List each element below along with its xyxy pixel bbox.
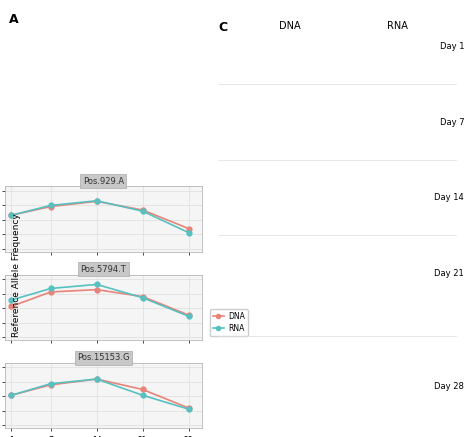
Text: RNA: RNA bbox=[387, 21, 408, 31]
Title: Pos.5794.T: Pos.5794.T bbox=[81, 265, 126, 274]
Text: Day 1: Day 1 bbox=[440, 42, 464, 51]
Text: DNA: DNA bbox=[279, 21, 301, 31]
Text: Reference Allele Frequency: Reference Allele Frequency bbox=[12, 213, 21, 337]
Text: C: C bbox=[218, 21, 228, 35]
Text: Day 7: Day 7 bbox=[439, 118, 464, 126]
Title: Pos.929.A: Pos.929.A bbox=[82, 177, 124, 186]
Text: Day 28: Day 28 bbox=[434, 382, 464, 391]
Text: Day 14: Day 14 bbox=[434, 193, 464, 202]
Text: A: A bbox=[9, 13, 18, 26]
Text: Day 21: Day 21 bbox=[434, 269, 464, 277]
Legend: DNA, RNA: DNA, RNA bbox=[210, 309, 248, 336]
Title: Pos.15153.G: Pos.15153.G bbox=[77, 353, 129, 362]
